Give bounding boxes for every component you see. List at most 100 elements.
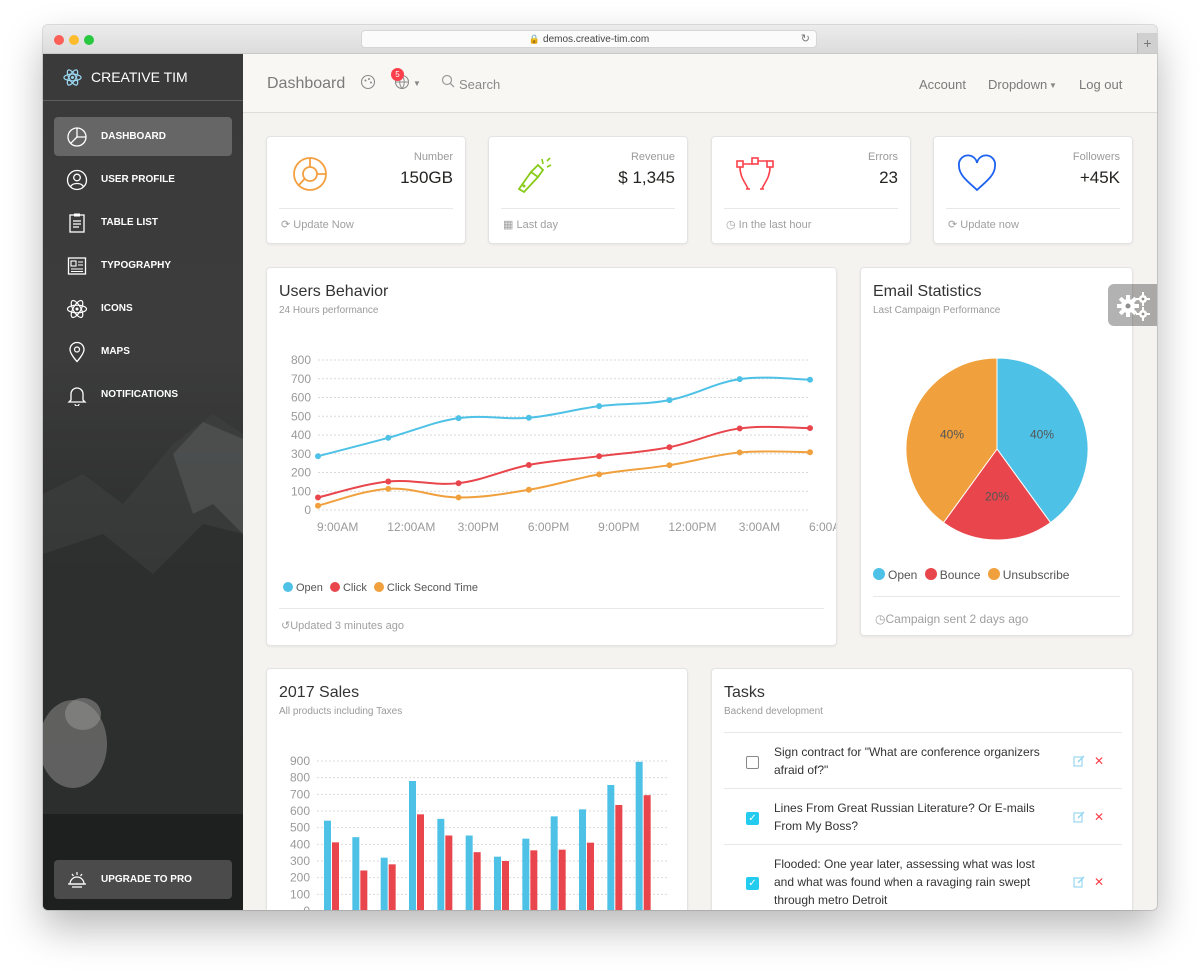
news-icon [67,257,87,275]
refresh-icon: ⟳ [948,219,961,231]
user-icon [66,169,88,191]
edit-icon[interactable] [1073,876,1085,888]
sidebar-background-image [43,414,243,910]
upgrade-to-pro-button[interactable]: UPGRADE TO PRO [54,860,232,899]
zoom-window-button[interactable] [84,35,94,45]
brand[interactable]: CREATIVE TIM [43,54,243,101]
divider [724,208,898,209]
bar [352,837,360,910]
data-point [525,414,532,421]
chevron-down-icon[interactable]: ▼ [413,79,421,88]
data-point [596,403,603,410]
heart-icon [958,154,996,192]
y-tick-label: 600 [291,391,311,405]
y-tick-label: 700 [290,787,310,801]
stat-footer[interactable]: ▦ Last day [503,219,559,231]
divider [873,596,1120,597]
stat-value: 150GB [400,168,453,187]
bar [550,816,558,910]
chevron-down-icon[interactable]: ▼ [1049,81,1057,90]
pie-slice [905,357,998,524]
top-navbar: Dashboard 5 ▼ Search Account Dropdown ▼ … [243,54,1157,113]
data-point [736,425,743,432]
remove-icon[interactable]: ✕ [1094,810,1105,824]
chart-legend: Open Bounce Unsubscribe [873,568,1073,582]
sales-bar-chart: 0 100 200 300 400 500 600 700 800 900 [290,754,667,910]
account-link[interactable]: Account [919,77,966,92]
palette-icon[interactable] [359,73,377,91]
series-line [317,425,811,499]
y-tick-label: 200 [290,871,310,885]
card-subtitle: Backend development [724,706,823,717]
upgrade-label: UPGRADE TO PRO [101,874,192,885]
bell-icon [67,387,87,406]
sidebar-item-label: USER PROFILE [101,174,175,185]
sidebar-item-dashboard[interactable]: DASHBOARD [54,117,232,156]
search-icon[interactable] [441,74,455,88]
sidebar-item-table-list[interactable]: TABLE LIST [54,203,232,242]
slice-label: 40% [940,427,964,441]
sidebar-item-icons[interactable]: ICONS [54,289,232,328]
x-tick-label: 9:00PM [598,520,639,534]
close-window-button[interactable] [54,35,64,45]
bar [558,849,566,910]
sidebar-item-notifications[interactable]: NOTIFICATIONS [54,375,232,414]
lock-icon: 🔒 [528,34,541,44]
x-tick-label: 6:00PM [528,520,569,534]
brand-name: CREATIVE TIM [91,69,188,85]
stat-footer[interactable]: ⟳ Update Now [281,219,354,231]
stat-footer[interactable]: ⟳ Update now [948,219,1019,231]
sidebar-item-maps[interactable]: MAPS [54,332,232,371]
task-checkbox[interactable]: ✓ [746,812,759,825]
bar [437,818,445,910]
dropdown-link[interactable]: Dropdown [988,77,1048,92]
bar [643,795,651,910]
data-point [596,471,603,478]
edit-icon[interactable] [1073,811,1085,823]
bar [607,785,615,910]
notification-badge: 5 [391,68,404,81]
legend-item-open: Open [873,568,917,582]
bar [417,814,424,910]
bar [615,805,623,910]
edit-icon[interactable] [1073,755,1085,767]
x-tick-label: 3:00PM [458,520,499,534]
sidebar-item-user-profile[interactable]: USER PROFILE [54,160,232,199]
bar [445,835,453,910]
bar [587,842,594,910]
data-point [807,376,813,383]
minimize-window-button[interactable] [69,35,79,45]
slice-label: 40% [1030,427,1054,441]
y-tick-label: 500 [290,821,310,835]
sidebar: CREATIVE TIM DASHBOARD USER PROFILE TABL… [43,54,243,910]
task-checkbox[interactable]: ✓ [746,877,759,890]
settings-plugin-button[interactable] [1108,284,1157,326]
data-point [736,449,743,456]
address-bar[interactable]: 🔒 demos.creative-tim.com ↻ [361,30,817,48]
y-tick-label: 700 [291,372,311,386]
task-checkbox[interactable] [746,756,759,769]
data-point [385,434,392,441]
url-text: demos.creative-tim.com [543,34,650,45]
card-title: 2017 Sales [279,684,360,701]
task-text: Lines From Great Russian Literature? Or … [774,801,1035,833]
new-tab-button[interactable]: + [1137,33,1157,53]
bar [494,856,501,910]
stat-card-followers: Followers +45K ⟳ Update now [933,136,1133,244]
remove-icon[interactable]: ✕ [1094,875,1105,889]
remove-icon[interactable]: ✕ [1094,754,1105,768]
data-point [315,453,321,460]
logout-link[interactable]: Log out [1079,77,1123,92]
reload-icon[interactable]: ↻ [800,33,810,45]
search-link[interactable]: Search [459,77,501,92]
x-tick-label: 3:00AM [739,520,780,534]
task-text: Flooded: One year later, assessing what … [774,857,1035,907]
stat-value: $ 1,345 [618,168,675,187]
atom-icon [66,299,88,319]
legend-item-click-second-time: Click Second Time [373,582,478,594]
sidebar-item-typography[interactable]: TYPOGRAPHY [54,246,232,285]
clock-icon: ◷ [875,612,886,626]
task-row: ✓ Lines From Great Russian Literature? O… [724,788,1122,844]
data-point [666,444,673,451]
data-point [596,453,603,460]
